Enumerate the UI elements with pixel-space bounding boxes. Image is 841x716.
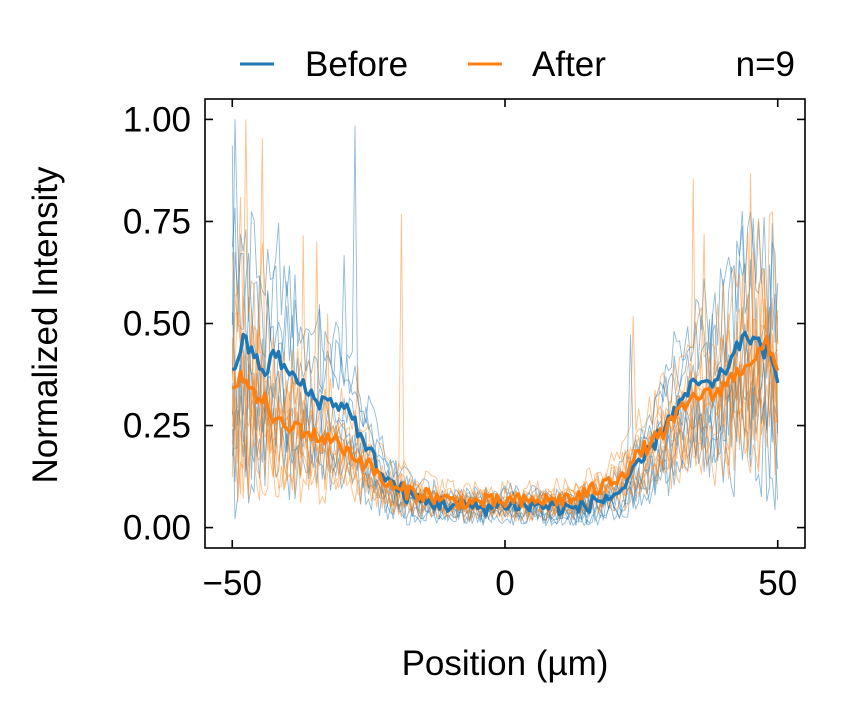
trace-after-2 (231, 119, 779, 502)
y-tick-label: 1.00 (123, 100, 191, 139)
trace-before-4 (231, 119, 779, 514)
trace-after-9 (231, 274, 779, 515)
y-tick-label: 0.75 (123, 202, 191, 241)
y-tick-label: 0.00 (123, 509, 191, 548)
legend-label-before: Before (305, 45, 408, 84)
x-axis-label: Position (µm) (402, 644, 609, 683)
x-tick-label: 0 (495, 564, 514, 603)
sample-count-annotation: n=9 (736, 45, 795, 84)
legend-label-after: After (532, 45, 606, 84)
x-axis-ticks: −50 0 50 (203, 99, 797, 603)
individual-traces (231, 119, 779, 527)
x-tick-label: −50 (203, 564, 262, 603)
legend: Before After n=9 (240, 45, 795, 84)
trace-before-2 (231, 125, 779, 509)
mean-line-after (231, 334, 780, 511)
y-tick-label: 0.50 (123, 305, 191, 344)
mean-traces (231, 330, 780, 517)
mean-line-before (231, 330, 780, 517)
y-axis-label: Normalized Intensity (26, 166, 65, 484)
x-tick-label: 50 (758, 564, 797, 603)
y-axis-ticks: 0.00 0.25 0.50 0.75 1.00 (123, 100, 805, 548)
y-tick-label: 0.25 (123, 407, 191, 446)
